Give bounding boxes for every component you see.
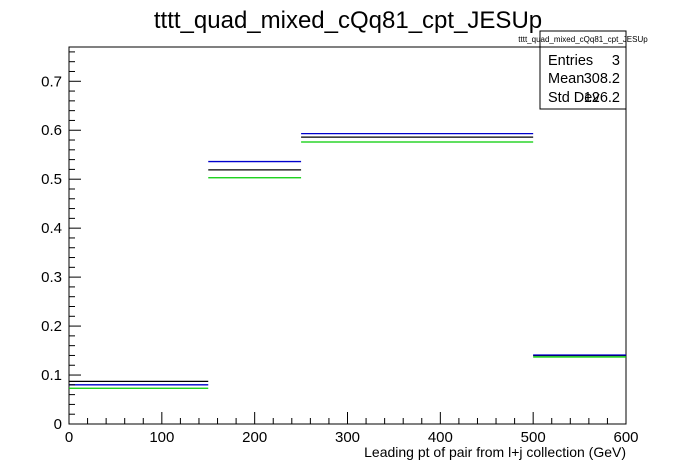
series-1 <box>69 133 626 386</box>
x-tick-label: 400 <box>428 429 453 446</box>
y-tick-label: 0.3 <box>41 269 62 286</box>
stats-box-title: tttt_quad_mixed_cQq81_cpt_JESUp <box>518 35 648 44</box>
x-tick-label: 100 <box>149 429 174 446</box>
series-layer <box>69 133 626 389</box>
y-tick-label: 0 <box>54 416 62 433</box>
x-tick-label: 200 <box>242 429 267 446</box>
y-tick-label: 0.5 <box>41 171 62 188</box>
chart-title: tttt_quad_mixed_cQq81_cpt_JESUp <box>154 7 542 34</box>
y-tick-label: 0.1 <box>41 367 62 384</box>
stats-entries-label: Entries <box>548 53 593 69</box>
stats-mean-label: Mean <box>548 71 584 87</box>
y-tick-label: 0.4 <box>41 220 62 237</box>
y-tick-label: 0.7 <box>41 73 62 90</box>
stats-entries-value: 3 <box>612 53 620 69</box>
y-tick-label: 0.2 <box>41 318 62 335</box>
axes: 0 100 200 300 400 500 600 0 0.1 0.2 0.3 0.4 0.5 0.6 0.… <box>41 51 639 446</box>
series-0 <box>69 136 626 383</box>
x-tick-label: 0 <box>65 429 73 446</box>
stats-box: tttt_quad_mixed_cQq81_cpt_JESUp Entries … <box>518 30 648 110</box>
stats-stddev-label: Std Dev <box>548 90 600 106</box>
x-tick-label: 600 <box>613 429 638 446</box>
y-tick-label: 0.6 <box>41 122 62 139</box>
x-tick-label: 300 <box>335 429 360 446</box>
series-2 <box>69 141 626 389</box>
stats-mean-value: 308.2 <box>584 71 620 87</box>
stats-stddev-value: 126.2 <box>584 90 620 106</box>
x-axis-label: Leading pt of pair from l+j collection (… <box>364 444 626 460</box>
x-tick-label: 500 <box>521 429 546 446</box>
